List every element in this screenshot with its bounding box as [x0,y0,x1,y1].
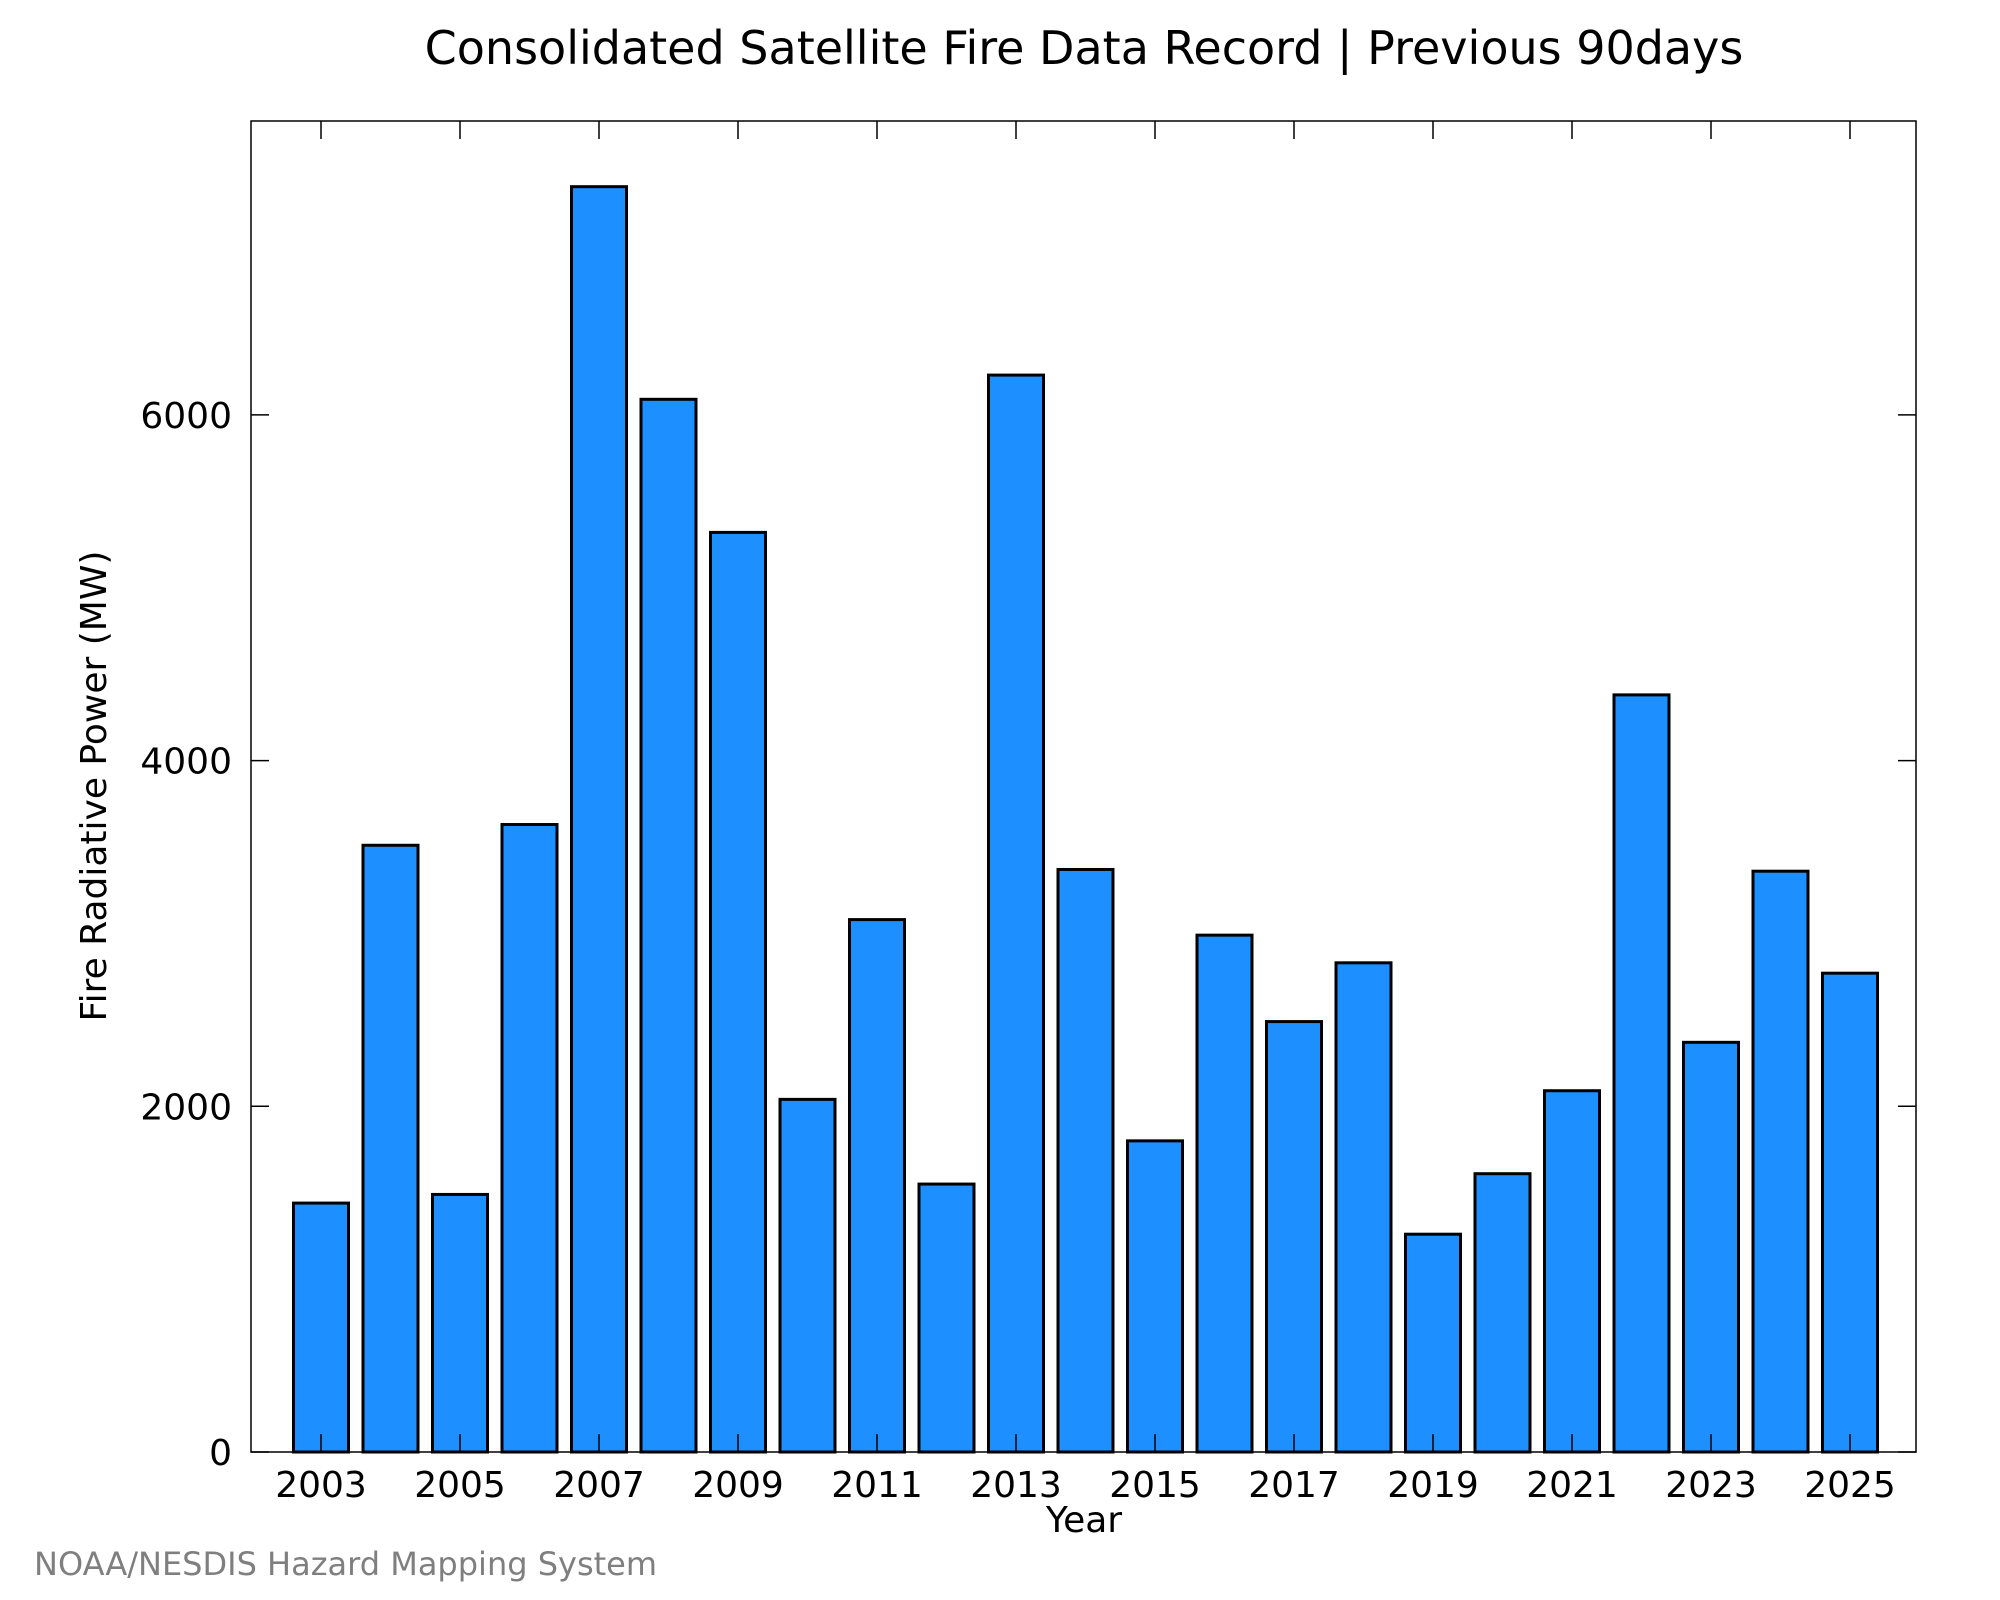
bar-2009 [709,530,767,1454]
x-tick-label: 2003 [275,1465,367,1506]
bar-2024 [1751,869,1810,1454]
x-tick-label: 2005 [414,1465,506,1506]
x-tick-label: 2009 [692,1465,784,1506]
bars-group [292,185,1879,1454]
x-tick-label: 2023 [1665,1465,1757,1506]
bar-2015 [1126,1139,1184,1454]
x-tick-label: 2011 [831,1465,923,1506]
y-tick-label: 0 [209,1433,232,1474]
x-tick-label: 2019 [1387,1465,1479,1506]
bar-2003 [292,1201,350,1454]
bar-2022 [1612,693,1671,1454]
y-tick-label: 6000 [140,396,232,437]
bar-2011 [848,918,906,1454]
y-tick-label: 2000 [140,1087,232,1128]
chart-title: Consolidated Satellite Fire Data Record … [425,21,1744,76]
bar-2004 [361,843,420,1454]
bar-2023 [1682,1040,1740,1454]
x-tick-label: 2025 [1804,1465,1896,1506]
bar-2018 [1334,961,1393,1454]
bar-2012 [917,1182,976,1454]
y-axis-label: Fire Radiative Power (MW) [74,551,115,1022]
x-tick-label: 2013 [970,1465,1062,1506]
bar-2006 [500,823,559,1454]
bar-2025 [1821,971,1879,1454]
bar-2017 [1265,1020,1323,1454]
ticks-group [251,121,1916,1453]
bar-2019 [1404,1232,1462,1454]
bar-2021 [1543,1089,1601,1454]
bar-2010 [778,1097,837,1454]
bar-2014 [1056,867,1115,1454]
credit-text: NOAA/NESDIS Hazard Mapping System [34,1545,657,1583]
bar-2020 [1473,1172,1532,1454]
bar-2016 [1195,933,1254,1454]
x-axis-label: Year [1045,1500,1122,1541]
bar-2008 [639,397,698,1454]
y-tick-label: 4000 [140,742,232,783]
x-tick-label: 2021 [1526,1465,1618,1506]
bar-2005 [431,1192,489,1454]
bar-2013 [987,373,1045,1454]
x-tick-label: 2007 [553,1465,645,1506]
x-tick-label: 2015 [1109,1465,1201,1506]
bar-2007 [570,185,628,1454]
plot-frame [250,120,1917,1453]
x-tick-labels: 2003 2005 2007 2009 2011 2013 2015 2017 2019 2021… [275,1465,1896,1506]
y-tick-labels: 0 2000 4000 6000 [140,396,232,1474]
x-tick-label: 2017 [1248,1465,1340,1506]
